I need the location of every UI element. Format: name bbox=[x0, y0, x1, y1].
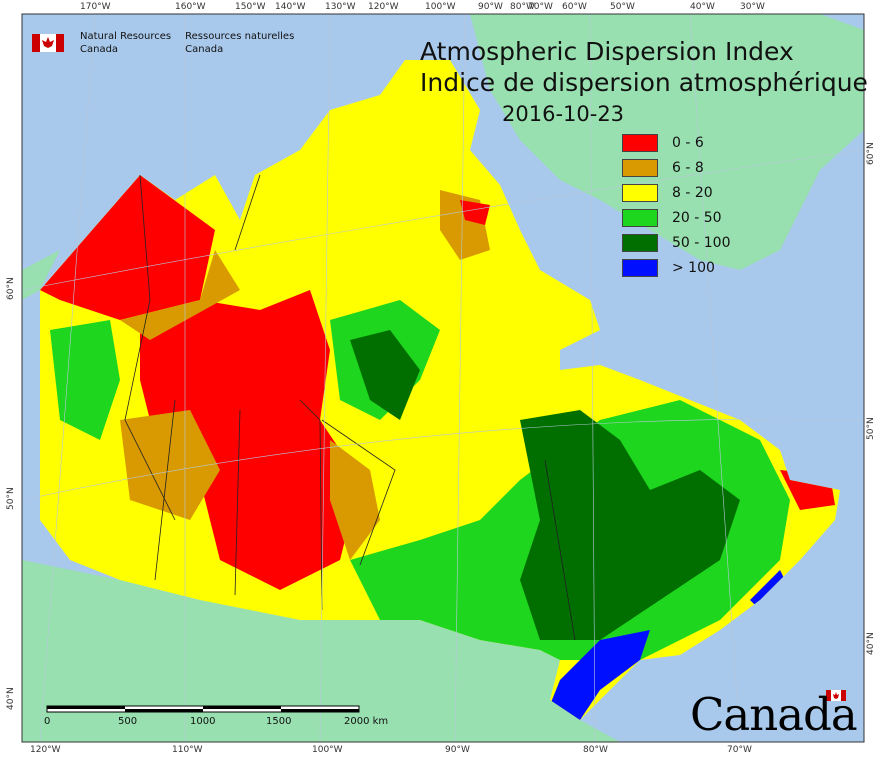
tick-bottom: 100°W bbox=[312, 745, 343, 755]
map-title: Atmospheric Dispersion Index Indice de d… bbox=[420, 36, 868, 126]
legend-label: 0 - 6 bbox=[672, 135, 704, 151]
tick-top: 50°W bbox=[610, 2, 635, 12]
scale-label: 2000 km bbox=[344, 716, 389, 727]
zone-6-8-bc bbox=[120, 410, 220, 520]
legend-swatch bbox=[622, 234, 658, 252]
tick-left: 50°N bbox=[6, 487, 16, 510]
zone-0-6-yukon bbox=[40, 175, 215, 320]
tick-top: 90°W bbox=[478, 2, 503, 12]
scale-label: 0 bbox=[44, 716, 51, 727]
tick-bottom: 120°W bbox=[30, 745, 61, 755]
tick-bottom: 80°W bbox=[583, 745, 608, 755]
tick-right: 50°N bbox=[866, 417, 876, 440]
tick-bottom: 110°W bbox=[172, 745, 203, 755]
agency-en-line1: Natural Resources bbox=[80, 31, 172, 42]
legend-swatch bbox=[622, 134, 658, 152]
map-border bbox=[21, 13, 865, 743]
tick-bottom: 90°W bbox=[445, 745, 470, 755]
tick-top: 160°W bbox=[175, 2, 206, 12]
legend-item: 6 - 8 bbox=[622, 158, 731, 178]
legend-item: 50 - 100 bbox=[622, 233, 731, 253]
tick-top: 120°W bbox=[368, 2, 399, 12]
legend-item: 20 - 50 bbox=[622, 208, 731, 228]
greenland-land bbox=[470, 14, 864, 270]
tick-top: 60°W bbox=[562, 2, 587, 12]
legend-swatch bbox=[622, 259, 658, 277]
scale-bar-graphic bbox=[46, 705, 360, 713]
tick-left: 40°N bbox=[6, 687, 16, 710]
legend-item: 0 - 6 bbox=[622, 133, 731, 153]
canada-flag-icon bbox=[32, 34, 64, 52]
legend-label: 20 - 50 bbox=[672, 210, 722, 226]
province-boundaries bbox=[124, 174, 576, 641]
tick-top: 70°W bbox=[528, 2, 553, 12]
agency-signature: Natural Resources Canada Ressources natu… bbox=[70, 30, 294, 56]
legend-swatch bbox=[622, 159, 658, 177]
legend-item: > 100 bbox=[622, 258, 731, 278]
zone-6-8-north bbox=[120, 250, 240, 340]
legend-item: 8 - 20 bbox=[622, 183, 731, 203]
tick-top: 30°W bbox=[740, 2, 765, 12]
legend-swatch bbox=[622, 209, 658, 227]
scale-bar: 0 500 1000 1500 2000 km bbox=[40, 700, 388, 738]
wordmark-flag-icon bbox=[826, 690, 846, 701]
title-french: Indice de dispersion atmosphérique bbox=[420, 68, 868, 97]
legend-label: 8 - 20 bbox=[672, 185, 713, 201]
tick-top: 80°W bbox=[510, 2, 535, 12]
legend-label: 50 - 100 bbox=[672, 235, 731, 251]
zone-50-100-quebec bbox=[520, 410, 740, 640]
zone-0-6-prairies bbox=[140, 290, 360, 590]
zone-100-ontario bbox=[550, 630, 650, 720]
tick-top: 170°W bbox=[80, 2, 111, 12]
tick-top: 130°W bbox=[325, 2, 356, 12]
legend: 0 - 6 6 - 8 8 - 20 20 - 50 50 - 100 > 100 bbox=[622, 133, 731, 283]
tick-right: 40°N bbox=[866, 632, 876, 655]
legend-label: > 100 bbox=[672, 260, 715, 276]
zone-0-6-baffin bbox=[460, 200, 490, 225]
tick-bottom: 70°W bbox=[727, 745, 752, 755]
tick-left: 60°N bbox=[6, 277, 16, 300]
tick-top: 40°W bbox=[690, 2, 715, 12]
zone-20-50-coast bbox=[50, 320, 120, 440]
agency-en-line2: Canada bbox=[80, 44, 119, 55]
scale-label: 1500 bbox=[266, 716, 292, 727]
title-english: Atmospheric Dispersion Index bbox=[420, 37, 794, 66]
tick-top: 100°W bbox=[425, 2, 456, 12]
tick-top: 140°W bbox=[275, 2, 306, 12]
zone-6-8-manitoba bbox=[330, 440, 380, 560]
legend-swatch bbox=[622, 184, 658, 202]
alaska-land bbox=[22, 250, 60, 300]
scale-label: 500 bbox=[118, 716, 138, 727]
agency-fr-line1: Ressources naturelles bbox=[185, 31, 295, 42]
tick-right: 60°N bbox=[866, 142, 876, 165]
agency-fr: Ressources naturelles Canada bbox=[185, 30, 294, 56]
agency-en: Natural Resources Canada bbox=[80, 30, 171, 56]
tick-top: 150°W bbox=[235, 2, 266, 12]
canada-wordmark: Canada bbox=[690, 688, 858, 741]
graticule bbox=[21, 13, 865, 743]
agency-fr-line2: Canada bbox=[185, 44, 224, 55]
zone-50-100-hudson bbox=[350, 330, 420, 420]
title-date: 2016-10-23 bbox=[502, 102, 625, 126]
legend-label: 6 - 8 bbox=[672, 160, 704, 176]
scale-label: 1000 bbox=[190, 716, 216, 727]
